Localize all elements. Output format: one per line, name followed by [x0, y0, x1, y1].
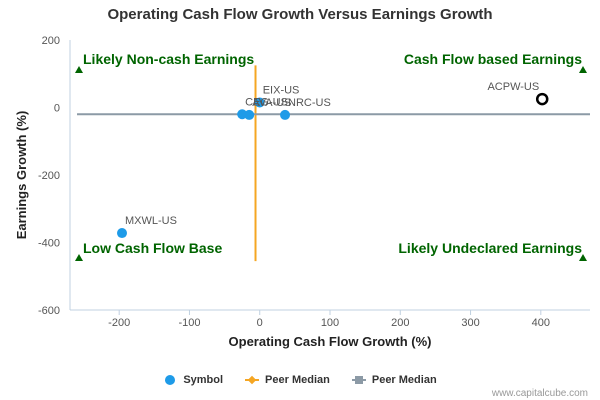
- point-label: ACPW-US: [487, 81, 539, 93]
- y-tick-label: -400: [38, 238, 60, 250]
- quadrant-label-top-left: Likely Non-cash Earnings: [83, 51, 254, 67]
- point-label: NRC-US: [288, 97, 331, 109]
- x-axis-title: Operating Cash Flow Growth (%): [229, 334, 432, 349]
- quadrant-label-bottom-left: Low Cash Flow Base: [83, 240, 222, 256]
- quadrant-label-bottom-right: Likely Undeclared Earnings: [398, 240, 582, 256]
- x-tick-label: -200: [108, 317, 130, 329]
- legend-label: Symbol: [183, 374, 224, 386]
- credit-text: www.capitalcube.com: [491, 388, 588, 399]
- triangle-marker-bottom-left: [75, 254, 83, 261]
- y-tick-label: 0: [54, 103, 60, 115]
- legend-item-peer-median-vertical[interactable]: Peer Median: [245, 374, 330, 386]
- x-tick-label: 100: [321, 317, 339, 329]
- legend: Symbol Peer Median Peer Median: [0, 374, 600, 386]
- triangle-marker-top-left: [75, 66, 83, 73]
- triangle-marker-top-right: [579, 66, 587, 73]
- axes-group: Earnings Growth (%) Operating Cash Flow …: [14, 40, 590, 349]
- legend-label: Peer Median: [265, 374, 330, 386]
- y-tick-label: -600: [38, 305, 60, 317]
- diamond-line-icon: [245, 374, 260, 386]
- chart-title: Operating Cash Flow Growth Versus Earnin…: [107, 6, 493, 23]
- circle-marker-icon: [163, 374, 177, 386]
- quadrant-label-top-right: Cash Flow based Earnings: [404, 51, 582, 67]
- y-axis-title: Earnings Growth (%): [14, 111, 29, 240]
- legend-item-symbol[interactable]: Symbol: [163, 374, 223, 386]
- x-tick-label: 400: [532, 317, 550, 329]
- y-tick-label: 200: [42, 35, 60, 47]
- square-line-icon: [351, 374, 366, 386]
- x-tick-label: 300: [461, 317, 479, 329]
- point-label: CEG-US: [245, 96, 288, 108]
- x-tick-label: 0: [257, 317, 263, 329]
- quadrant-annotations: Likely Non-cash Earnings Cash Flow based…: [75, 51, 587, 261]
- peer-median-lines: [77, 65, 590, 262]
- x-tick-label: 200: [391, 317, 409, 329]
- y-tick-label: -200: [38, 170, 60, 182]
- triangle-marker-bottom-right: [579, 254, 587, 261]
- data-point[interactable]: [244, 109, 255, 120]
- highlight-point[interactable]: [535, 92, 549, 106]
- point-label: EIX-US: [263, 84, 300, 96]
- data-point[interactable]: [117, 228, 127, 239]
- point-label: MXWL-US: [125, 215, 177, 227]
- legend-label: Peer Median: [371, 374, 437, 386]
- tick-labels: -200 -100 0 100 200 300 400 200 0 -200 -400 -600: [38, 35, 550, 329]
- legend-item-peer-median-horizontal[interactable]: Peer Median: [351, 374, 437, 386]
- data-point[interactable]: [254, 97, 265, 108]
- data-point[interactable]: [280, 109, 291, 120]
- point-label: AVA-US: [252, 97, 291, 109]
- x-tick-label: -100: [178, 317, 200, 329]
